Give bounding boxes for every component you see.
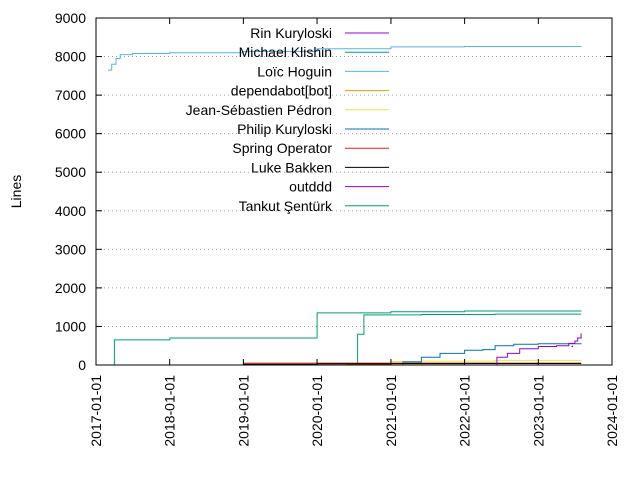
legend-label: dependabot[bot] [231,83,332,99]
x-tick-label: 2018-01-01 [162,375,178,447]
legend-label: Philip Kuryloski [237,121,332,137]
x-tick-label: 2022-01-01 [457,375,473,447]
x-tick-label: 2019-01-01 [235,375,251,447]
series-line-8 [495,333,582,366]
x-tick-label: 2021-01-01 [383,375,399,447]
series-line-0 [571,345,574,347]
y-tick-label: 3000 [55,241,86,257]
y-tick-label: 5000 [55,164,86,180]
x-tick-label: 2023-01-01 [530,375,546,447]
legend-label: Spring Operator [232,140,332,156]
legend-label: Rin Kuryloski [250,25,332,41]
legend-label: outddd [289,179,332,195]
y-axis-label: Lines [8,175,24,208]
x-tick-label: 2017-01-01 [88,375,104,447]
axis-ticks: 0 1000 2000 3000 4000 5000 6000 7000 8000 9000 201… [55,10,620,447]
x-tick-label: 2020-01-01 [309,375,325,447]
series-line-5 [390,343,582,366]
y-tick-label: 4000 [55,203,86,219]
y-tick-label: 9000 [55,10,86,26]
grid [96,56,612,327]
legend: Rin Kuryloski Michael Klishin Loïc Hoguin d… [186,25,389,214]
legend-label: Michael Klishin [239,44,332,60]
y-tick-label: 0 [78,357,86,373]
y-tick-label: 2000 [55,280,86,296]
y-tick-label: 1000 [55,318,86,334]
y-tick-label: 6000 [55,126,86,142]
series-line-9 [113,310,582,366]
legend-label: Jean-Sébastien Pédron [186,102,332,118]
y-tick-label: 8000 [55,49,86,65]
series-lines [107,46,582,366]
legend-label: Luke Bakken [251,159,332,175]
y-tick-label: 7000 [55,87,86,103]
x-tick-label: 2024-01-01 [604,375,620,447]
series-line-1 [347,313,582,366]
plot-frame [95,17,613,366]
legend-label: Tankut Şentürk [239,198,333,214]
legend-label: Loïc Hoguin [257,63,332,79]
series-line-2 [107,46,582,71]
